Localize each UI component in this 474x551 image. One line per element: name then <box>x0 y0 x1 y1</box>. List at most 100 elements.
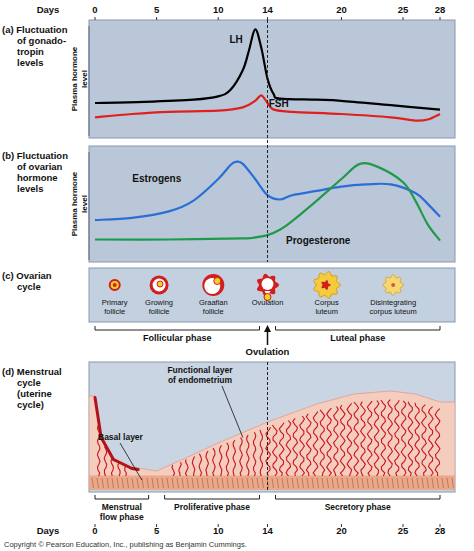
basal-texture <box>122 478 124 488</box>
leader-line <box>222 386 243 438</box>
phase-bracket <box>276 495 441 499</box>
basal-texture <box>272 478 274 488</box>
basal-texture <box>172 478 174 488</box>
basal-texture <box>152 478 154 488</box>
stage-icon <box>202 274 224 296</box>
antrum <box>204 278 220 294</box>
basal-texture <box>402 478 404 488</box>
basal-texture <box>182 478 184 488</box>
antrum <box>262 278 274 290</box>
ovulation-line <box>267 20 268 262</box>
spiral-artery <box>199 454 202 476</box>
spiral-artery <box>293 418 298 476</box>
basal-texture <box>107 478 109 488</box>
phase-bracket <box>165 495 260 499</box>
basal-texture <box>312 478 314 488</box>
basal-texture <box>302 478 304 488</box>
ovarian-panel <box>89 268 455 322</box>
plot-area <box>89 146 455 262</box>
basal-texture <box>347 478 349 488</box>
copyright: Copyright © Pearson Education, Inc., pub… <box>4 540 247 549</box>
spiral-artery <box>179 462 181 476</box>
top-tick-label: 0 <box>92 4 97 15</box>
bottom-tick-label: 5 <box>154 525 160 536</box>
y-axis-label-line: Plasma hormone <box>70 171 79 236</box>
spiral-artery <box>240 438 243 476</box>
spiral-artery <box>260 430 263 476</box>
basal-texture <box>92 478 94 488</box>
phase-label-line: Follicular phase <box>143 333 212 343</box>
basal-texture <box>282 478 284 488</box>
phase-label-line: Secretory phase <box>325 502 391 512</box>
top-tick <box>218 17 219 20</box>
basal-texture <box>327 478 329 488</box>
spiral-artery <box>334 407 339 476</box>
corpus-luteum <box>314 272 340 299</box>
series-label: Progesterone <box>286 235 351 246</box>
top-tick <box>440 17 441 20</box>
series-label: LH <box>230 34 243 45</box>
basal-texture <box>287 478 289 488</box>
figure: Plasma hormonelevelLHFSHPlasma hormonele… <box>0 0 474 551</box>
basal-texture <box>192 478 194 488</box>
basal-texture <box>127 478 129 488</box>
phase-label: Secretory phase <box>325 502 391 512</box>
spiral-artery <box>320 410 325 476</box>
spiral-artery <box>192 457 195 477</box>
basal-texture <box>422 478 424 488</box>
stage-label-line: Ovulation <box>252 298 284 307</box>
stage-label: Graafianfollicle <box>199 298 228 316</box>
spiral-artery <box>306 414 311 476</box>
spiral-artery <box>286 421 291 476</box>
stage-icon <box>383 275 404 296</box>
stage-label-line: luteum <box>315 307 338 316</box>
spiral-artery <box>401 401 406 476</box>
phase-bracket <box>95 495 149 499</box>
basal-texture <box>427 478 429 488</box>
spiral-artery <box>186 459 189 476</box>
stage-label-line: follicle <box>104 307 125 316</box>
stage-label-line: follicle <box>149 307 170 316</box>
spiral-artery <box>367 401 372 476</box>
y-axis-line <box>89 152 90 260</box>
spiral-artery <box>395 400 400 476</box>
basal-texture <box>337 478 339 488</box>
stage-label-line: follicle <box>203 307 224 316</box>
bottom-tick-label: 25 <box>398 525 409 536</box>
basal-texture <box>332 478 334 488</box>
spiral-artery <box>266 427 271 476</box>
stage-icon <box>110 280 120 290</box>
basal-texture <box>187 478 189 488</box>
corpus-center <box>391 283 395 287</box>
bottom-tick-label: 28 <box>435 525 446 536</box>
top-tick-label: 10 <box>213 4 224 15</box>
basal-texture <box>247 478 249 488</box>
spiral-artery <box>253 432 256 476</box>
basal-texture <box>382 478 384 488</box>
basal-texture <box>292 478 294 488</box>
basal-texture <box>362 478 364 488</box>
y-axis-label-line: level <box>80 195 89 213</box>
top-tick-label: 14 <box>262 4 273 15</box>
y-axis-line <box>89 26 90 136</box>
corpus-luteum <box>383 275 404 296</box>
phase-label: Luteal phase <box>330 333 385 343</box>
ovulation-label: Ovulation <box>246 346 290 357</box>
basal-texture <box>357 478 359 488</box>
spiral-artery <box>172 465 175 476</box>
spiral-artery <box>327 408 332 476</box>
spiral-artery <box>206 451 209 476</box>
panel-title: (a) Fluctuation of gonado-tropin levels <box>2 24 72 68</box>
panel-title: (b) Fluctuation of ovarian hormone level… <box>2 150 72 194</box>
spiral-artery <box>313 412 318 476</box>
basal-texture <box>277 478 279 488</box>
basal-texture <box>202 478 204 488</box>
ovulation-line <box>267 362 268 492</box>
bottom-tick-label: 14 <box>262 525 273 536</box>
basal-texture <box>212 478 214 488</box>
basal-texture <box>297 478 299 488</box>
stage-label: Ovulation <box>252 298 284 307</box>
oocyte <box>113 283 117 287</box>
basal-texture <box>177 478 179 488</box>
stage-label: Primaryfollicle <box>102 298 128 316</box>
